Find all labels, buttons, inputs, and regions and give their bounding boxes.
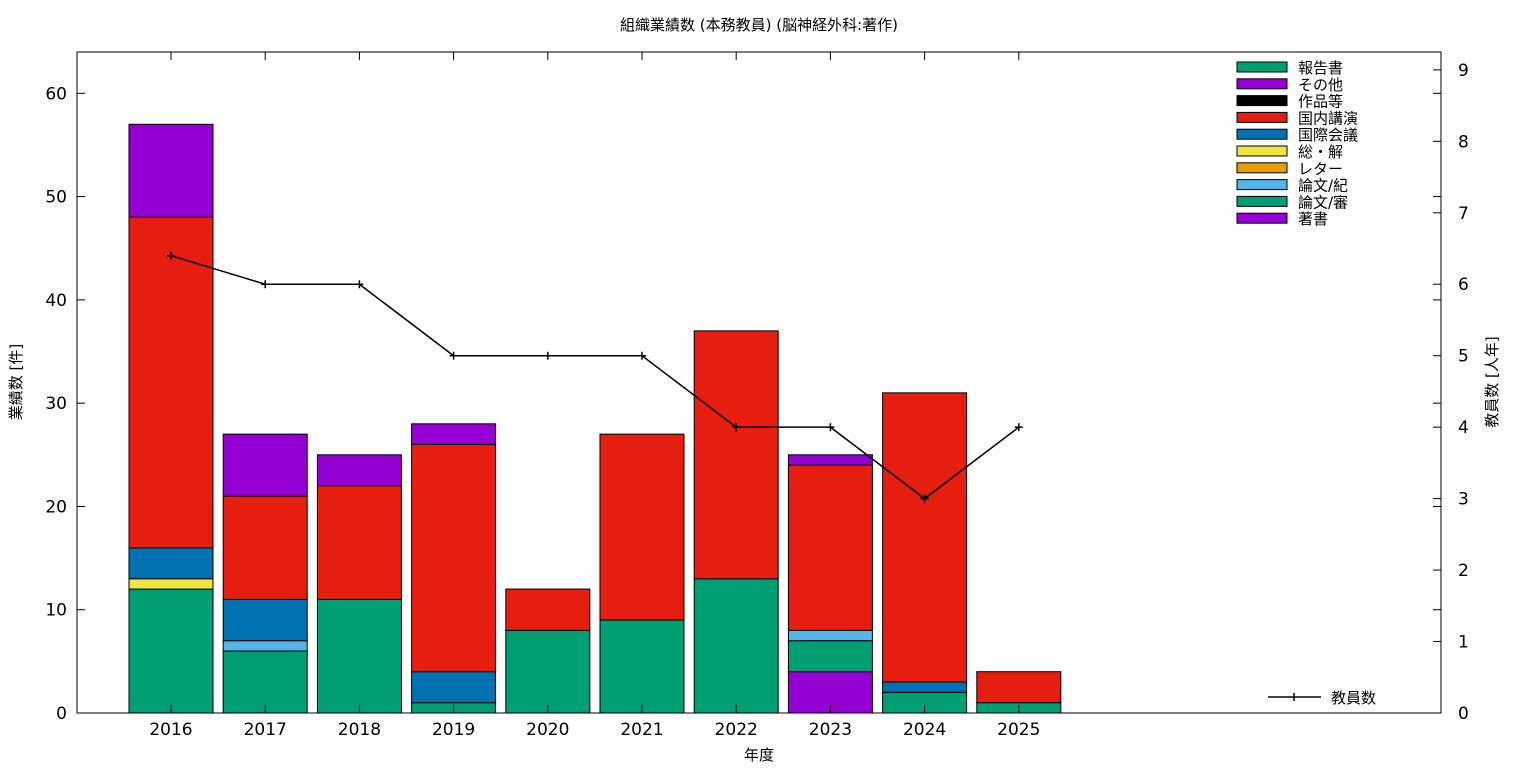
bar-segment-2017-8: [222, 433, 308, 497]
line-layer: [167, 251, 1023, 503]
bar-segment-2018-6: [316, 485, 402, 600]
x-tick-label: 2023: [809, 720, 852, 740]
teacher-count-point: [355, 280, 364, 289]
legend-label-5: 国際会議: [1298, 126, 1358, 144]
y2-tick-label: 7: [1458, 204, 1469, 224]
bar-segment-2016-6: [128, 216, 214, 549]
y-tick-label: 10: [45, 601, 67, 621]
bar-segment-2017-6: [222, 495, 308, 600]
x-tick-label: 2019: [432, 720, 475, 740]
x-tick-label: 2021: [620, 720, 663, 740]
x-tick-label: 2025: [997, 720, 1040, 740]
bar-segment-2023-6: [787, 464, 873, 631]
teacher-count-point: [261, 280, 270, 289]
teacher-count-point: [638, 351, 646, 360]
legend-label-0: 著書: [1298, 210, 1328, 228]
teacher-count-point: [449, 351, 458, 360]
bar-segment-2017-5: [222, 598, 308, 642]
y-tick-label: 30: [45, 394, 67, 414]
y2-tick-label: 1: [1458, 633, 1469, 653]
legend-label-4: 総・解: [1298, 143, 1343, 161]
legend-swatch-2: [1236, 179, 1288, 191]
teacher-count-point: [1014, 423, 1023, 432]
line-legend: 教員数: [1268, 689, 1376, 707]
bar-segment-2020-6: [505, 588, 591, 631]
y2-tick-label: 2: [1458, 561, 1469, 581]
bar-segment-2021-1: [599, 619, 685, 714]
y2-axis-label: 教員数 [人年]: [1483, 336, 1501, 427]
x-tick-label: 2024: [903, 720, 946, 740]
teacher-count-point: [826, 423, 835, 432]
y2-tick-label: 9: [1458, 61, 1469, 81]
plot-frame: [76, 51, 1442, 714]
legend-label-9: 報告書: [1298, 59, 1343, 77]
y-tick-label: 40: [45, 291, 67, 311]
y-axis-label: 業績数 [件]: [7, 344, 25, 420]
bar-segment-2019-5: [411, 671, 497, 704]
bar-segment-2025-6: [976, 671, 1062, 704]
y2-tick-label: 4: [1458, 418, 1469, 438]
bar-segment-2023-1: [787, 640, 873, 673]
bar-segment-2024-6: [882, 392, 968, 683]
y-tick-label: 0: [56, 704, 67, 724]
x-axis-label: 年度: [744, 746, 774, 764]
bar-segment-2018-1: [316, 598, 402, 714]
legend-swatch-6: [1236, 111, 1288, 123]
legend-label-8: その他: [1298, 76, 1343, 94]
legend-label-2: 論文/紀: [1298, 177, 1348, 195]
y-tick-label: 60: [45, 84, 67, 104]
legend-label-3: レター: [1298, 160, 1343, 178]
bar-segment-2017-1: [222, 650, 308, 714]
bar-segment-2024-5: [882, 681, 968, 693]
bars-layer: [128, 123, 1062, 714]
bar-segment-2017-2: [222, 640, 308, 652]
legend-swatch-3: [1236, 162, 1288, 174]
legend-swatch-0: [1236, 212, 1288, 224]
legend-swatch-9: [1236, 61, 1288, 73]
axes-layer: 0 10 20 30 40 50 60 0 1 2 3 4 5 6 7 8 9 2016 2017 2018 2019 2…: [45, 52, 1469, 740]
bar-segment-2022-1: [693, 578, 779, 714]
teacher-count-line: [170, 254, 1020, 500]
legend-label-1: 論文/審: [1298, 193, 1348, 211]
teacher-count-point: [167, 251, 175, 260]
teacher-count-point: [920, 494, 929, 503]
chart-title: 組織業績数 (本務教員) (脳神経外科:著作): [620, 16, 898, 34]
legend-label-6: 国内講演: [1298, 109, 1358, 127]
bar-segment-2016-4: [128, 578, 214, 590]
legend-label-7: 作品等: [1298, 93, 1343, 111]
x-tick-label: 2017: [244, 720, 287, 740]
y-tick-label: 20: [45, 497, 67, 517]
bar-segment-2022-6: [693, 330, 779, 580]
bar-segment-2019-6: [411, 443, 497, 673]
y2-tick-label: 6: [1458, 275, 1469, 295]
y-tick-label: 50: [45, 188, 67, 208]
line-legend-label: 教員数: [1331, 689, 1376, 707]
legend-swatch-1: [1236, 195, 1288, 207]
x-tick-label: 2018: [338, 720, 381, 740]
bar-segment-2018-8: [316, 454, 402, 487]
bar-segment-2021-6: [599, 433, 685, 621]
legend-swatch-4: [1236, 145, 1288, 157]
x-tick-label: 2016: [149, 720, 192, 740]
bar-segment-2019-8: [411, 423, 497, 445]
legend-swatch-5: [1236, 128, 1288, 140]
y2-tick-label: 0: [1458, 704, 1469, 724]
teacher-count-point: [732, 423, 741, 432]
bar-segment-2023-2: [787, 629, 873, 642]
y2-tick-label: 8: [1458, 132, 1469, 152]
legend-swatch-7: [1236, 95, 1288, 107]
bar-segment-2020-1: [505, 629, 591, 714]
y2-tick-label: 3: [1458, 490, 1469, 510]
teacher-count-point: [543, 351, 552, 360]
x-tick-label: 2020: [526, 720, 569, 740]
legend-swatch-8: [1236, 78, 1288, 90]
bar-segment-2016-1: [128, 588, 214, 714]
bar-segment-2023-8: [787, 454, 873, 466]
bar-segment-2016-5: [128, 547, 214, 580]
x-tick-label: 2022: [715, 720, 758, 740]
bar-segment-2016-8: [128, 123, 214, 218]
y2-tick-label: 5: [1458, 347, 1469, 367]
